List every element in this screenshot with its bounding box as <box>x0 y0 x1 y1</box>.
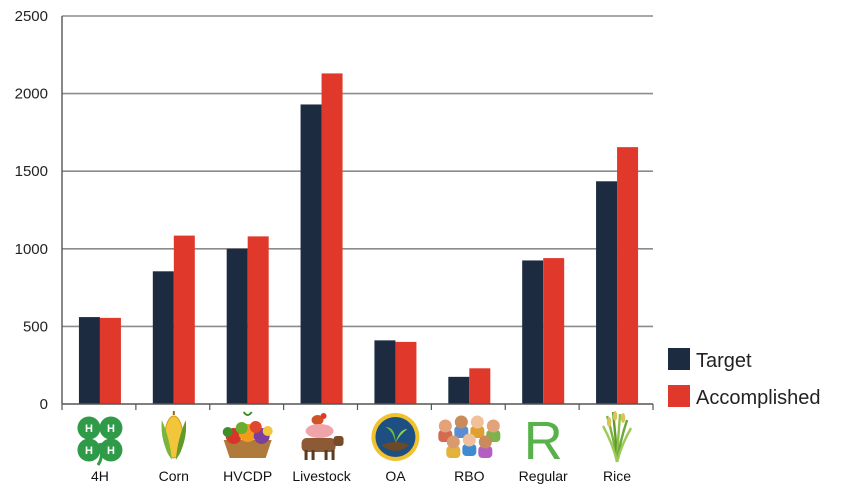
category-label: OA <box>385 468 406 484</box>
y-tick-label: 0 <box>40 396 48 413</box>
category-labels: 4H Corn HVCDP Livestock OA RBO Regular Rice <box>91 468 631 484</box>
bar-target-rbo <box>448 376 470 404</box>
corn-icon <box>161 411 187 460</box>
svg-text:H: H <box>85 445 93 457</box>
bar-accomplished-livestock <box>321 73 343 404</box>
legend-swatch <box>668 348 690 370</box>
axes <box>61 16 654 410</box>
svg-text:H: H <box>107 445 115 457</box>
legend-label: Target <box>696 350 752 372</box>
bars <box>78 73 639 405</box>
category-icons: H HH H R <box>77 411 633 471</box>
category-label: Corn <box>159 468 189 484</box>
svg-text:R: R <box>524 411 563 471</box>
bar-accomplished-4h <box>99 317 121 404</box>
bar-target-hvcdp <box>226 248 248 404</box>
legend-swatch <box>668 385 690 407</box>
four-leaf-clover-icon: H HH H <box>77 416 123 466</box>
rice-plant-icon <box>602 411 633 463</box>
people-group-icon <box>438 415 501 458</box>
bar-accomplished-rbo <box>469 368 491 404</box>
gridlines <box>62 15 653 328</box>
bar-target-livestock <box>300 104 322 405</box>
category-label: HVCDP <box>223 468 272 484</box>
y-tick-label: 1000 <box>15 241 48 258</box>
legend-label: Accomplished <box>696 387 821 409</box>
bar-accomplished-rice <box>617 147 639 405</box>
bar-accomplished-corn <box>173 235 195 404</box>
y-tick-label: 500 <box>23 318 48 335</box>
y-tick-label: 1500 <box>15 163 48 180</box>
vegetable-basket-icon <box>222 411 273 458</box>
bar-accomplished-regular <box>543 258 565 404</box>
legend-item-accomplished: Accomplished <box>668 385 821 409</box>
svg-text:H: H <box>107 423 115 435</box>
bar-target-4h <box>78 317 100 404</box>
livestock-icon <box>301 413 344 460</box>
bar-accomplished-hvcdp <box>247 236 269 404</box>
y-tick-label: 2000 <box>15 86 48 103</box>
category-label: Regular <box>519 468 568 484</box>
y-tick-label: 2500 <box>15 8 48 25</box>
legend: Target Accomplished <box>668 348 821 409</box>
category-label: Livestock <box>292 468 351 484</box>
bar-target-rice <box>596 181 618 404</box>
bar-target-oa <box>374 340 396 404</box>
letter-r-icon: R <box>524 411 563 471</box>
category-label: RBO <box>454 468 484 484</box>
y-axis-ticks: 0 500 1000 1500 2000 2500 <box>15 8 48 413</box>
bar-target-corn <box>152 271 174 404</box>
bar-target-regular <box>522 260 544 404</box>
category-label: Rice <box>603 468 631 484</box>
bar-accomplished-oa <box>395 341 417 404</box>
category-label: 4H <box>91 468 109 484</box>
svg-text:H: H <box>85 423 93 435</box>
legend-item-target: Target <box>668 348 752 372</box>
oa-globe-logo-icon <box>371 413 420 461</box>
